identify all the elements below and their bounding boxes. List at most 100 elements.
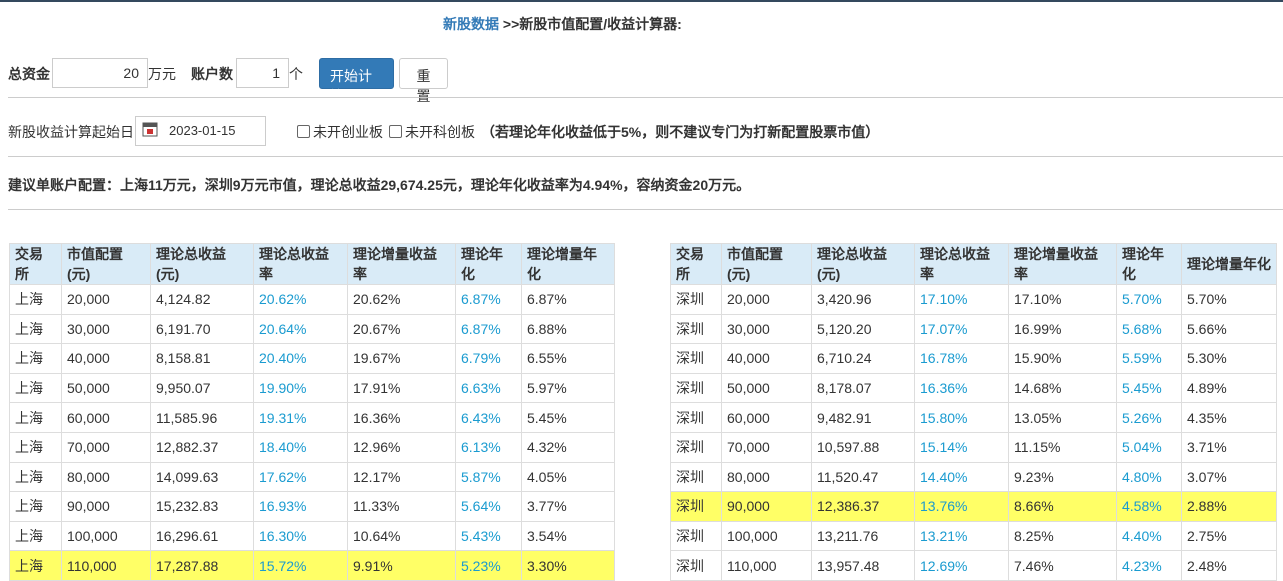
- table-cell: 15,232.83: [150, 491, 254, 522]
- date-input[interactable]: 2023-01-15: [135, 116, 266, 146]
- table-cell: 6.88%: [521, 313, 615, 345]
- table-cell: 4.89%: [1181, 372, 1277, 404]
- table-cell: 13,211.76: [811, 520, 915, 552]
- table-cell: 70,000: [61, 431, 151, 463]
- table-row: 深圳 100,000 13,211.76 13.21% 8.25% 4.40% 2.75%: [670, 520, 1277, 552]
- checkbox[interactable]: 未开创业板: [297, 122, 383, 142]
- accounts-input[interactable]: 1: [236, 58, 289, 88]
- table-cell: 3.07%: [1181, 461, 1277, 493]
- table-cell: 50,000: [721, 372, 812, 404]
- table-cell: 深圳: [670, 461, 722, 493]
- table-cell: 16.36%: [347, 402, 456, 433]
- table-cell: 上海: [9, 343, 62, 374]
- table-cell: 上海: [9, 402, 62, 433]
- table-cell: 13.05%: [1008, 402, 1117, 433]
- table-cell: 7.46%: [1008, 550, 1117, 581]
- reset-button[interactable]: 重置: [399, 58, 448, 104]
- label: 账户数: [191, 66, 233, 82]
- column-header: 交易所: [9, 243, 62, 285]
- table-cell: 6.55%: [521, 343, 615, 374]
- table-cell: 110,000: [61, 550, 151, 581]
- table-cell: 6.43%: [455, 402, 522, 433]
- table-row: 上海 50,000 9,950.07 19.90% 17.91% 6.63% 5.97%: [9, 372, 615, 404]
- table-cell: 5.26%: [1116, 402, 1182, 433]
- table-cell: 17.62%: [253, 461, 348, 493]
- table-cell: 深圳: [670, 284, 722, 315]
- table-cell: 3.71%: [1181, 431, 1277, 463]
- table-cell: 2.75%: [1181, 520, 1277, 552]
- table-cell: 20.62%: [253, 284, 348, 315]
- table-cell: 8,158.81: [150, 343, 254, 374]
- table-cell: 20.64%: [253, 313, 348, 345]
- table-cell: 12,882.37: [150, 431, 254, 463]
- table-cell: 11,520.47: [811, 461, 915, 493]
- column-header: 理论增量年化: [1181, 243, 1277, 285]
- table-row: 深圳 60,000 9,482.91 15.80% 13.05% 5.26% 4.35%: [670, 402, 1277, 433]
- table-cell: 9,950.07: [150, 372, 254, 404]
- table-cell: 5.45%: [521, 402, 615, 433]
- table-cell: 60,000: [61, 402, 151, 433]
- table-cell: 18.40%: [253, 431, 348, 463]
- column-header: 市值配置(元): [721, 243, 812, 285]
- table-row: 上海 30,000 6,191.70 20.64% 20.67% 6.87% 6.88%: [9, 313, 615, 345]
- table-cell: 深圳: [670, 313, 722, 345]
- table-cell: 上海: [9, 520, 62, 552]
- label: 新股收益计算起始日: [8, 124, 134, 140]
- table-cell: 深圳: [670, 520, 722, 552]
- table-cell: 80,000: [721, 461, 812, 493]
- table-row: 深圳 90,000 12,386.37 13.76% 8.66% 4.58% 2.88%: [670, 491, 1277, 522]
- table-cell: 上海: [9, 313, 62, 345]
- checkbox-label: 未开创业板: [313, 124, 383, 140]
- table-cell: 上海: [9, 284, 62, 315]
- header-row: 交易所 市值配置(元) 理论总收益(元) 理论总收益率 理论增量收益率 理论年化 理论增量年…: [9, 243, 615, 285]
- table-cell: 5,120.20: [811, 313, 915, 345]
- column-header: 理论总收益率: [914, 243, 1009, 285]
- table-cell: 20,000: [61, 284, 151, 315]
- table-cell: 5.45%: [1116, 372, 1182, 404]
- table-cell: 100,000: [721, 520, 812, 552]
- table-cell: 20.62%: [347, 284, 456, 315]
- column-header: 交易所: [670, 243, 722, 285]
- divider: [8, 156, 1283, 157]
- column-header: 理论增量收益率: [347, 243, 456, 285]
- table-row: 深圳 30,000 5,120.20 17.07% 16.99% 5.68% 5.66%: [670, 313, 1277, 345]
- checkbox[interactable]: 未开科创板: [389, 122, 475, 142]
- column-header: 理论增量收益率: [1008, 243, 1117, 285]
- table-row: 上海 40,000 8,158.81 20.40% 19.67% 6.79% 6.55%: [9, 343, 615, 374]
- table-cell: 110,000: [721, 550, 812, 581]
- table-cell: 17.10%: [914, 284, 1009, 315]
- calc-button[interactable]: 开始计算: [319, 58, 394, 104]
- table-cell: 5.43%: [455, 520, 522, 552]
- table-row: 上海 110,000 17,287.88 15.72% 9.91% 5.23% 3.30%: [9, 550, 615, 581]
- table-cell: 15.72%: [253, 550, 348, 581]
- table-cell: 8.66%: [1008, 491, 1117, 522]
- advice: 建议单账户配置：上海11万元，深圳9万元市值，理论总收益29,674.25元，理…: [8, 177, 751, 193]
- table-cell: 8,178.07: [811, 372, 915, 404]
- table-cell: 90,000: [61, 491, 151, 522]
- breadcrumb-link[interactable]: 新股数据: [443, 16, 499, 32]
- table-cell: 上海: [9, 372, 62, 404]
- table-cell: 4.40%: [1116, 520, 1182, 552]
- table-cell: 5.30%: [1181, 343, 1277, 374]
- table-cell: 4.80%: [1116, 461, 1182, 493]
- table-cell: 3,420.96: [811, 284, 915, 315]
- table-cell: 3.30%: [521, 550, 615, 581]
- table-cell: 4.58%: [1116, 491, 1182, 522]
- table-cell: 5.70%: [1181, 284, 1277, 315]
- column-header: 理论总收益(元): [811, 243, 915, 285]
- capital-input[interactable]: 20: [52, 58, 148, 88]
- table-cell: 90,000: [721, 491, 812, 522]
- table-cell: 14,099.63: [150, 461, 254, 493]
- divider: [8, 97, 1283, 98]
- table-cell: 16.93%: [253, 491, 348, 522]
- table-cell: 11.15%: [1008, 431, 1117, 463]
- column-header: 理论总收益(元): [150, 243, 254, 285]
- table-cell: 深圳: [670, 372, 722, 404]
- table-cell: 19.90%: [253, 372, 348, 404]
- table-cell: 16.36%: [914, 372, 1009, 404]
- table-cell: 20.67%: [347, 313, 456, 345]
- table-cell: 6.79%: [455, 343, 522, 374]
- note: （若理论年化收益低于5%，则不建议专门为打新配置股票市值）: [481, 124, 880, 140]
- table-cell: 5.04%: [1116, 431, 1182, 463]
